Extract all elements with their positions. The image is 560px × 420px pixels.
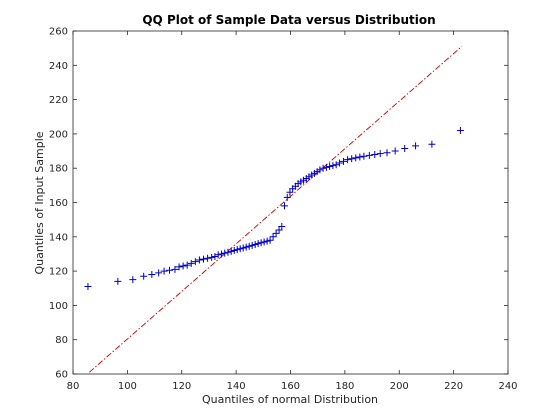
data-point <box>227 247 235 255</box>
x-tick-label: 100 <box>118 381 137 392</box>
x-tick-label: 180 <box>335 381 354 392</box>
data-point <box>166 266 174 274</box>
y-tick-label: 180 <box>49 164 68 175</box>
data-point <box>263 237 271 245</box>
data-point <box>348 155 356 163</box>
x-tick-label: 160 <box>281 381 300 392</box>
data-point <box>254 240 262 248</box>
y-tick-label: 260 <box>49 27 68 38</box>
data-point <box>155 269 163 277</box>
y-tick-label: 220 <box>49 95 68 106</box>
y-tick-label: 200 <box>49 129 68 140</box>
data-point <box>114 277 122 285</box>
data-point <box>322 163 330 171</box>
data-point <box>371 150 379 158</box>
x-tick-label: 200 <box>390 381 409 392</box>
data-point <box>266 236 274 244</box>
chart-title: QQ Plot of Sample Data versus Distributi… <box>142 13 435 27</box>
data-point <box>401 144 409 152</box>
data-point <box>129 276 137 284</box>
data-point <box>456 126 464 134</box>
data-point <box>224 248 232 256</box>
data-point <box>344 156 352 164</box>
data-point <box>191 258 199 266</box>
y-tick-label: 160 <box>49 198 68 209</box>
data-point <box>211 253 219 261</box>
data-point <box>376 150 384 158</box>
y-tick-label: 120 <box>49 267 68 278</box>
data-point <box>329 162 337 170</box>
data-point <box>183 261 191 269</box>
data-point <box>245 242 253 250</box>
data-point <box>352 154 360 162</box>
data-point <box>283 193 291 201</box>
data-point <box>230 247 238 255</box>
y-tick-label: 240 <box>49 61 68 72</box>
data-point <box>335 159 343 167</box>
data-point <box>236 245 244 253</box>
data-point <box>171 265 179 273</box>
y-tick-label: 80 <box>55 335 68 346</box>
data-point <box>221 249 229 257</box>
data-point <box>272 229 280 237</box>
data-point <box>251 241 259 249</box>
data-point <box>217 250 225 258</box>
data-point <box>233 246 241 254</box>
data-point <box>187 259 195 267</box>
data-point <box>84 283 92 291</box>
x-tick-label: 80 <box>67 381 80 392</box>
data-point <box>195 256 203 264</box>
data-point <box>316 166 324 174</box>
x-tick-label: 220 <box>444 381 463 392</box>
data-point <box>148 271 156 279</box>
data-point <box>200 255 207 263</box>
data-point <box>428 140 436 148</box>
data-point <box>360 152 368 160</box>
data-point <box>140 272 148 280</box>
data-point <box>383 149 391 157</box>
data-point <box>278 223 286 231</box>
data-points-layer <box>84 126 464 291</box>
data-point <box>412 142 420 150</box>
data-point <box>365 151 373 159</box>
data-point <box>340 157 348 165</box>
reference-line <box>89 46 463 373</box>
data-point <box>260 238 268 246</box>
data-point <box>391 147 399 155</box>
y-tick-label: 140 <box>49 232 68 243</box>
x-tick-label: 120 <box>172 381 191 392</box>
x-axis-label: Quantiles of normal Distribution <box>202 393 378 406</box>
y-tick-label: 60 <box>55 370 68 381</box>
data-point <box>239 244 247 252</box>
data-point <box>326 162 334 170</box>
data-point <box>208 253 216 261</box>
data-point <box>204 254 212 262</box>
data-point <box>160 267 168 275</box>
data-point <box>214 251 222 259</box>
data-point <box>332 161 340 169</box>
y-ticks-layer: 60 80 100 120 140 160 180 200 220 240 260 <box>49 27 508 381</box>
y-tick-label: 100 <box>49 301 68 312</box>
data-point <box>356 153 364 161</box>
y-axis-label: Quantiles of Input Sample <box>33 131 46 274</box>
x-ticks-layer: 80 100 120 140 160 180 200 220 240 <box>67 31 518 392</box>
data-point <box>269 233 277 241</box>
reference-line-layer <box>89 46 463 373</box>
data-point <box>257 239 265 247</box>
data-point <box>179 262 187 270</box>
data-point <box>281 202 289 210</box>
x-tick-label: 240 <box>498 381 517 392</box>
x-tick-label: 140 <box>227 381 246 392</box>
data-point <box>248 241 256 249</box>
data-point <box>175 263 183 271</box>
data-point <box>319 164 327 172</box>
data-point <box>242 243 250 251</box>
